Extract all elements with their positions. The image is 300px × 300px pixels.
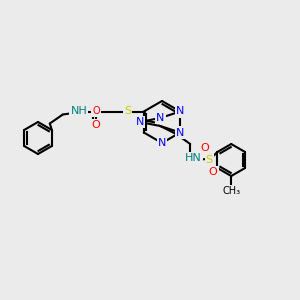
Text: O: O [201,143,210,153]
Text: CH₃: CH₃ [222,186,240,196]
Text: S: S [206,155,213,165]
Text: NH: NH [70,106,87,116]
Text: S: S [124,106,131,116]
Text: N: N [176,128,184,137]
Text: HN: HN [185,153,202,163]
Text: N: N [176,106,184,116]
Text: O: O [92,121,100,130]
Text: N: N [156,113,164,123]
Text: N: N [158,138,166,148]
Text: N: N [135,117,144,127]
Text: O: O [209,167,218,177]
Text: O: O [92,106,100,116]
